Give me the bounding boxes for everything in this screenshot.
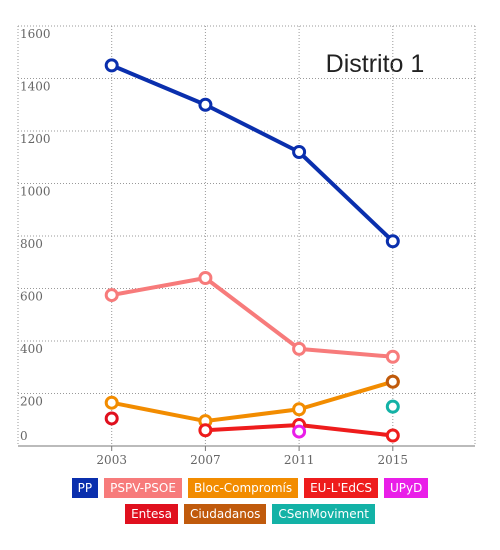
- chart-title: Distrito 1: [326, 50, 425, 78]
- y-tick-label: 400: [20, 342, 43, 356]
- y-tick-label: 0: [20, 429, 28, 443]
- grid: [17, 25, 476, 447]
- legend-item: UPyD: [383, 478, 429, 498]
- legend-item: Entesa: [125, 504, 178, 524]
- legend-item: Bloc-Compromís: [187, 478, 299, 498]
- x-tick-label: 2007: [190, 453, 221, 467]
- point: [292, 341, 307, 356]
- point: [104, 395, 119, 410]
- x-tick-label: 2003: [96, 453, 127, 467]
- y-tick-label: 200: [20, 395, 43, 409]
- point: [104, 411, 119, 426]
- point: [292, 424, 307, 439]
- point: [104, 288, 119, 303]
- legend: PP PSPV-PSOE Bloc-Compromís EU-L'EdCS UPyD En…: [55, 478, 445, 524]
- x-tick-label: 2011: [284, 453, 315, 467]
- point: [385, 349, 400, 364]
- point: [292, 145, 307, 159]
- point: [198, 271, 213, 285]
- point: [385, 399, 400, 414]
- y-tick-label: 600: [20, 290, 43, 304]
- legend-item: CSenMoviment: [272, 504, 375, 524]
- y-tick-label: 1000: [20, 185, 51, 199]
- series-line: [110, 63, 395, 243]
- y-tick-label: 1200: [20, 132, 51, 146]
- point: [104, 58, 119, 73]
- x-tick-label: 2015: [378, 453, 409, 467]
- series-line: [111, 276, 393, 359]
- point: [385, 374, 400, 389]
- legend-item: PP: [71, 478, 99, 498]
- chart: Distrito 1 0 200 400 600 800 1000 1200 1400 1600…: [17, 25, 476, 467]
- legend-item: Ciudadanos: [183, 504, 267, 524]
- y-tick-label: 1400: [20, 80, 51, 94]
- series-line: [111, 379, 394, 424]
- legend-item: EU-L'EdCS: [304, 478, 378, 498]
- y-tick-label: 1600: [20, 27, 51, 41]
- legend-item: PSPV-PSOE: [104, 478, 182, 498]
- point: [198, 423, 213, 438]
- y-tick-label: 800: [20, 237, 43, 251]
- point: [385, 234, 400, 249]
- point: [198, 97, 213, 112]
- point: [385, 428, 400, 443]
- point: [292, 402, 307, 417]
